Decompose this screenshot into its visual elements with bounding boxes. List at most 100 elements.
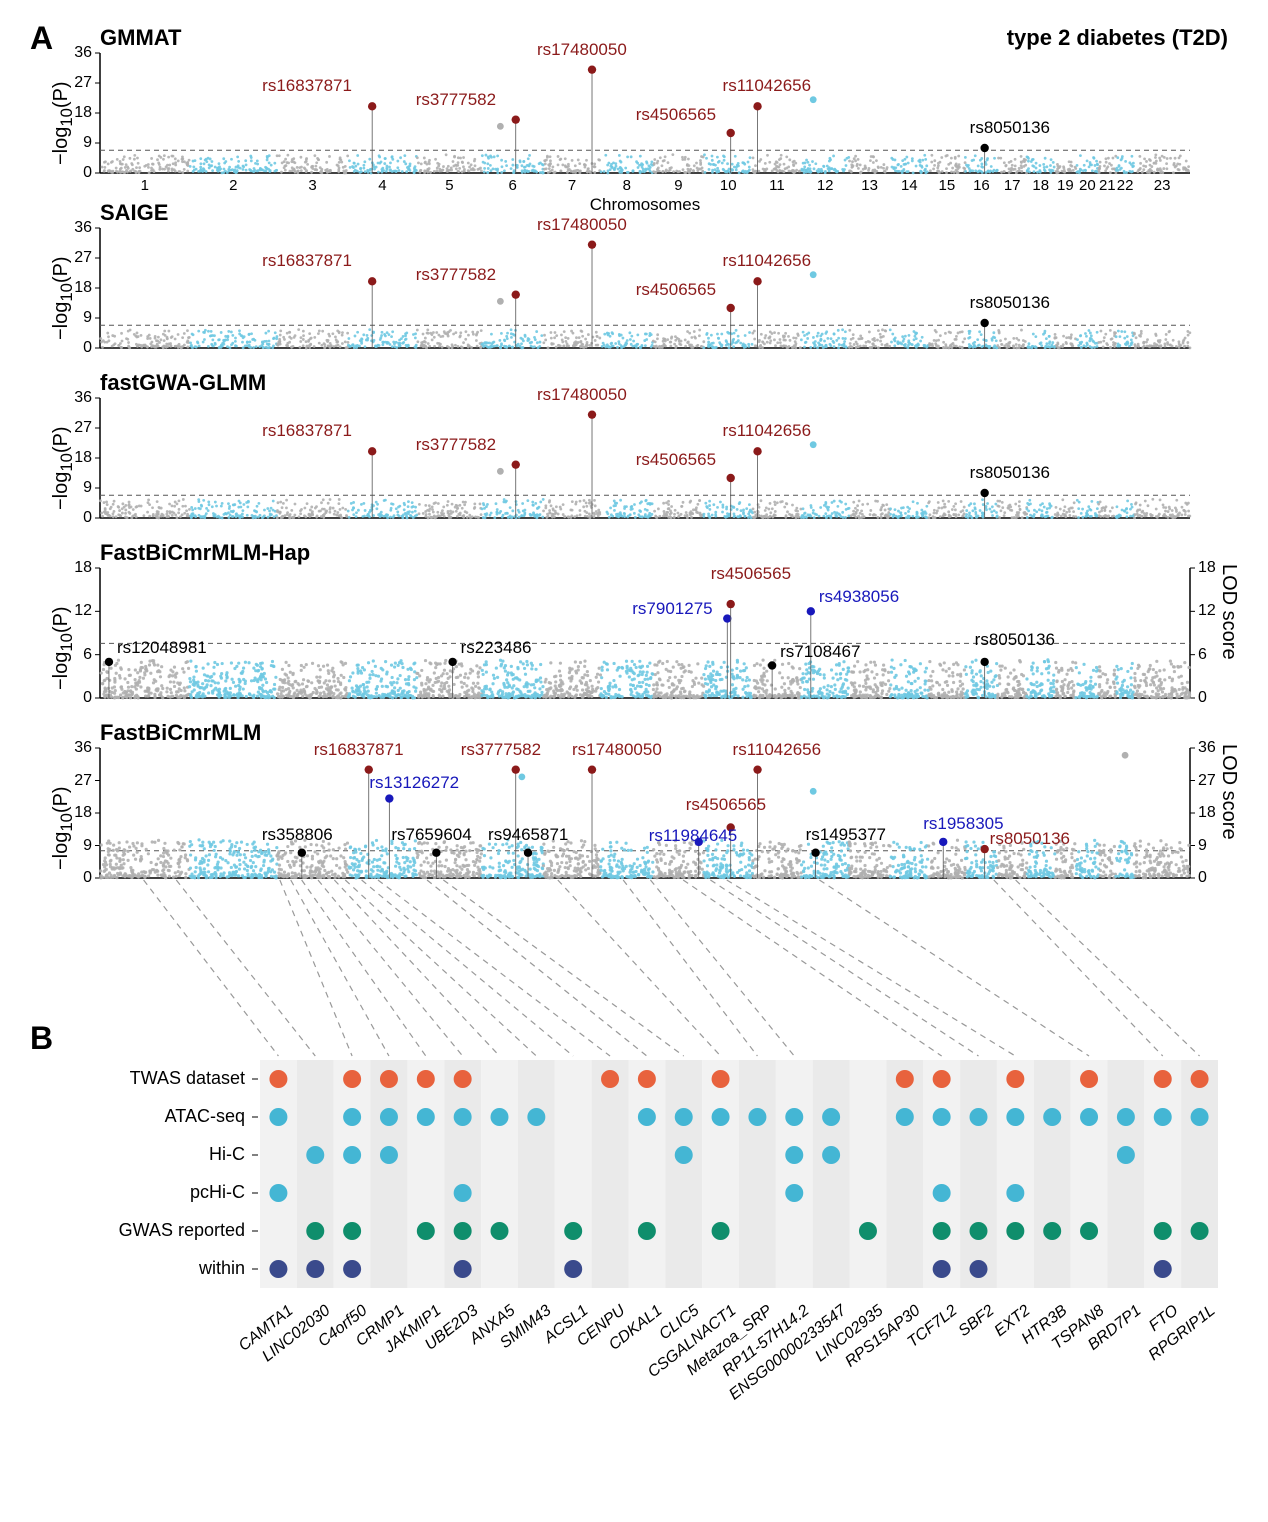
- chrom-label-4: 4: [372, 177, 392, 194]
- snp-rs4506565: rs4506565: [636, 105, 716, 125]
- ytick-right: 36: [1198, 739, 1216, 757]
- method-title-fbhap: FastBiCmrMLM-Hap: [100, 540, 310, 566]
- ytick-right: 6: [1198, 646, 1207, 664]
- chrom-label-16: 16: [971, 177, 991, 194]
- phenotype-title: type 2 diabetes (T2D): [1007, 25, 1228, 51]
- ylabel-fbhap: −log10(P): [50, 606, 77, 690]
- ytick-right: 0: [1198, 869, 1207, 887]
- snp-rs9465871: rs9465871: [488, 825, 568, 845]
- panel-a-letter: A: [30, 20, 53, 57]
- snp-rs8050136: rs8050136: [970, 118, 1050, 138]
- chrom-label-12: 12: [815, 177, 835, 194]
- snp-rs7108467: rs7108467: [780, 642, 860, 662]
- method-title-gmmat: GMMAT: [100, 25, 181, 51]
- snp-rs4506565: rs4506565: [636, 280, 716, 300]
- snp-rs13126272: rs13126272: [369, 773, 459, 793]
- snp-rs8050136: rs8050136: [970, 463, 1050, 483]
- chrom-label-15: 15: [937, 177, 957, 194]
- snp-rs11042656: rs11042656: [723, 251, 812, 271]
- snp-rs16837871: rs16837871: [314, 740, 404, 760]
- chrom-label-23: 23: [1152, 177, 1172, 194]
- chrom-axis-label: Chromosomes: [585, 195, 705, 215]
- manhattan-fbmlm: [0, 0, 1268, 908]
- snp-rs358806: rs358806: [262, 825, 333, 845]
- panel-b-grid: [0, 0, 1268, 1522]
- snp-rs3777582: rs3777582: [416, 265, 496, 285]
- chrom-label-18: 18: [1031, 177, 1051, 194]
- snp-rs8050136: rs8050136: [990, 829, 1070, 849]
- ytick: 0: [60, 689, 92, 707]
- ytick-right: 18: [1198, 804, 1216, 822]
- snp-rs3777582: rs3777582: [416, 90, 496, 110]
- snp-rs17480050: rs17480050: [572, 740, 662, 760]
- ylabel-gmmat: −log10(P): [50, 81, 77, 165]
- chrom-label-19: 19: [1055, 177, 1075, 194]
- ylabel-fbmlm: −log10(P): [50, 786, 77, 870]
- figure-stage: { "layout": { "width": 1268, "height": 1…: [0, 0, 1268, 1522]
- ytick: 36: [60, 219, 92, 237]
- method-title-fbmlm: FastBiCmrMLM: [100, 720, 261, 746]
- snp-rs17480050: rs17480050: [537, 385, 627, 405]
- ylabel-fastgwa: −log10(P): [50, 426, 77, 510]
- ytick: 0: [60, 339, 92, 357]
- snp-rs16837871: rs16837871: [262, 251, 352, 271]
- ytick-right: 9: [1198, 837, 1207, 855]
- snp-rs12048981: rs12048981: [117, 638, 207, 658]
- rowlabel-hic: Hi-C: [80, 1144, 245, 1165]
- chrom-label-8: 8: [617, 177, 637, 194]
- ylabel-right-fbmlm: LOD score: [1217, 744, 1240, 840]
- snp-rs11042656: rs11042656: [733, 740, 822, 760]
- manhattan-fastgwa: [0, 0, 1268, 548]
- snp-rs7659604: rs7659604: [391, 825, 471, 845]
- link-lines: [0, 0, 1268, 1522]
- snp-rs3777582: rs3777582: [416, 435, 496, 455]
- rowlabel-atac: ATAC-seq: [80, 1106, 245, 1127]
- chrom-label-6: 6: [503, 177, 523, 194]
- chrom-label-20: 20: [1077, 177, 1097, 194]
- snp-rs4506565: rs4506565: [686, 795, 766, 815]
- ytick: 0: [60, 164, 92, 182]
- snp-rs7901275: rs7901275: [632, 599, 712, 619]
- method-title-fastgwa: fastGWA-GLMM: [100, 370, 266, 396]
- chrom-label-10: 10: [718, 177, 738, 194]
- chrom-label-5: 5: [439, 177, 459, 194]
- ytick-right: 27: [1198, 772, 1216, 790]
- rowlabel-twas: TWAS dataset: [80, 1068, 245, 1089]
- snp-rs16837871: rs16837871: [262, 421, 352, 441]
- snp-rs3777582: rs3777582: [461, 740, 541, 760]
- ylabel-saige: −log10(P): [50, 256, 77, 340]
- snp-rs17480050: rs17480050: [537, 215, 627, 235]
- chrom-label-22: 22: [1115, 177, 1135, 194]
- ytick: 36: [60, 389, 92, 407]
- rowlabel-gwas: GWAS reported: [80, 1220, 245, 1241]
- snp-rs4506565: rs4506565: [636, 450, 716, 470]
- chrom-label-11: 11: [767, 177, 787, 194]
- snp-rs16837871: rs16837871: [262, 76, 352, 96]
- panel-b-letter: B: [30, 1020, 53, 1057]
- ytick: 0: [60, 509, 92, 527]
- rowlabel-pchic: pcHi-C: [80, 1182, 245, 1203]
- ylabel-right-fbhap: LOD score: [1217, 564, 1240, 660]
- chrom-label-7: 7: [562, 177, 582, 194]
- snp-rs1495377: rs1495377: [806, 825, 886, 845]
- method-title-saige: SAIGE: [100, 200, 168, 226]
- ytick: 18: [60, 559, 92, 577]
- chrom-label-14: 14: [899, 177, 919, 194]
- snp-rs11984645: rs11984645: [649, 826, 738, 846]
- ytick-right: 12: [1198, 602, 1216, 620]
- ytick: 36: [60, 739, 92, 757]
- chrom-label-13: 13: [860, 177, 880, 194]
- chrom-label-2: 2: [223, 177, 243, 194]
- chrom-label-17: 17: [1002, 177, 1022, 194]
- snp-rs11042656: rs11042656: [723, 76, 812, 96]
- snp-rs223486: rs223486: [461, 638, 532, 658]
- ytick-right: 18: [1198, 559, 1216, 577]
- chrom-label-1: 1: [135, 177, 155, 194]
- manhattan-fbhap: [0, 0, 1268, 728]
- snp-rs8050136: rs8050136: [970, 293, 1050, 313]
- ytick: 0: [60, 869, 92, 887]
- snp-rs8050136: rs8050136: [975, 630, 1055, 650]
- snp-rs11042656: rs11042656: [723, 421, 812, 441]
- snp-rs17480050: rs17480050: [537, 40, 627, 60]
- chrom-label-3: 3: [303, 177, 323, 194]
